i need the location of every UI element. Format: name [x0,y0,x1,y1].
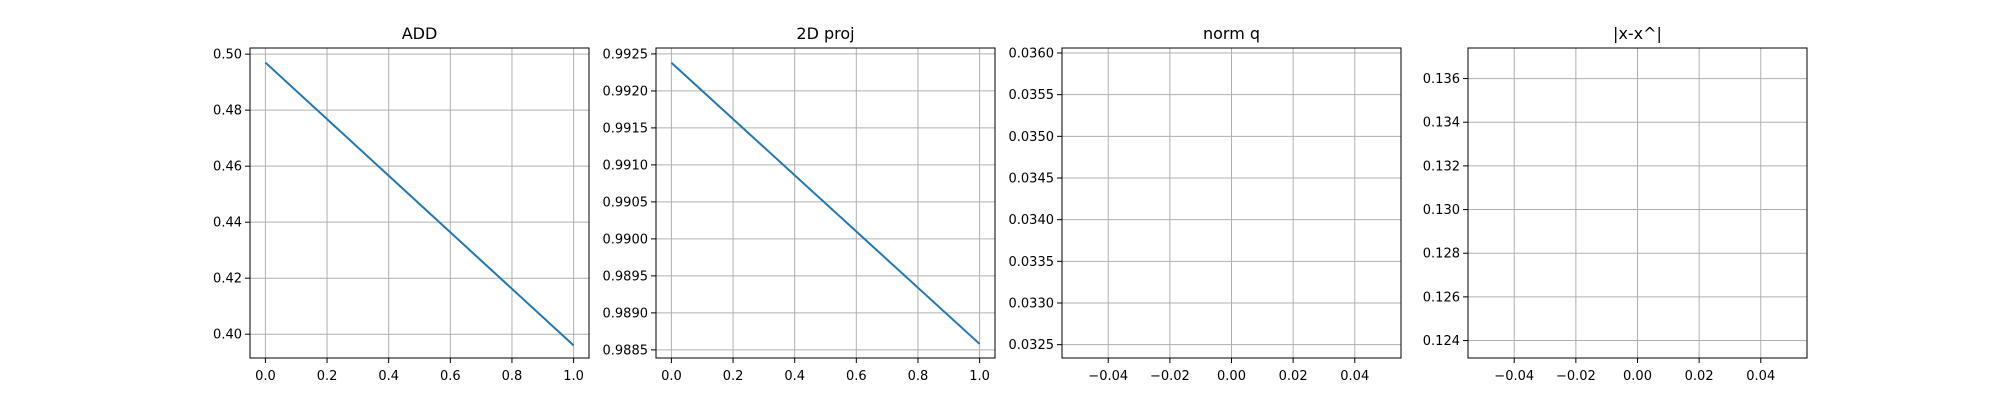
x-tick-label-3: 0.4 [378,369,399,384]
y-tick-label-2: 0.9890 [603,306,649,321]
y-tick-label-4: 0.130 [1423,203,1460,218]
x-tick-label-3: 0.00 [1623,369,1652,384]
series-line-1 [264,61,575,347]
y-tick-label-6: 0.0350 [1009,130,1055,145]
y-tick-label-2: 0.42 [213,272,242,287]
y-tick-label-6: 0.50 [213,48,242,63]
chart-title: norm q [1203,24,1260,43]
x-tick-label-1: 0.0 [661,369,682,384]
x-tick-label-3: 0.00 [1217,369,1246,384]
y-tick-label-7: 0.0355 [1009,88,1055,103]
chart-title: 2D proj [796,24,854,43]
y-tick-label-2: 0.0330 [1009,297,1055,312]
x-tick-label-2: −0.02 [1150,369,1190,384]
axes-frame [655,47,996,359]
x-tick-label-5: 0.04 [1746,369,1775,384]
y-tick-label-6: 0.134 [1423,116,1460,131]
chart-panel-4: −0.04 −0.02 0.00 0.02 0.04 0.124 0.126 0.128 0.1… [1423,24,1808,384]
chart-panel-3: −0.04 −0.02 0.00 0.02 0.04 0.0325 0.0330 0.0335… [1009,24,1402,384]
y-tick-label-5: 0.9905 [603,195,649,210]
x-tick-label-4: 0.6 [440,369,461,384]
y-tick-label-3: 0.44 [213,216,242,231]
y-tick-label-7: 0.136 [1423,72,1460,87]
y-tick-label-1: 0.40 [213,328,242,343]
y-tick-label-8: 0.0360 [1009,47,1055,62]
y-tick-label-9: 0.9925 [603,47,649,62]
y-tick-label-1: 0.124 [1423,334,1460,349]
x-tick-label-1: −0.04 [1088,369,1128,384]
x-tick-label-3: 0.4 [784,369,805,384]
x-tick-label-5: 0.8 [502,369,523,384]
x-tick-label-2: −0.02 [1556,369,1596,384]
y-tick-label-3: 0.128 [1423,247,1460,262]
x-tick-label-2: 0.2 [723,369,744,384]
y-tick-label-7: 0.9915 [603,121,649,136]
x-tick-label-4: 0.6 [846,369,867,384]
chart-title: ADD [402,24,438,43]
x-tick-label-1: 0.0 [255,369,276,384]
y-tick-label-1: 0.0325 [1009,338,1055,353]
y-tick-label-5: 0.48 [213,104,242,119]
x-tick-label-4: 0.02 [1685,369,1714,384]
chart-title: |x-x^| [1613,24,1662,43]
y-tick-label-8: 0.9920 [603,84,649,99]
axes-frame [249,47,590,359]
y-tick-label-3: 0.0335 [1009,255,1055,270]
y-tick-label-5: 0.0345 [1009,172,1055,187]
chart-panel-2: 0.0 0.2 0.4 0.6 0.8 1.0 0.9885 0.9890 0.9895 0.99… [603,24,996,384]
y-tick-label-4: 0.9900 [603,232,649,247]
x-tick-label-5: 0.8 [908,369,929,384]
y-tick-label-6: 0.9910 [603,158,649,173]
y-tick-label-2: 0.126 [1423,290,1460,305]
x-tick-label-4: 0.02 [1279,369,1308,384]
x-tick-label-2: 0.2 [317,369,338,384]
y-tick-label-4: 0.46 [213,160,242,175]
x-tick-label-5: 0.04 [1340,369,1369,384]
x-tick-label-1: −0.04 [1494,369,1534,384]
y-tick-label-1: 0.9885 [603,343,649,358]
y-tick-label-5: 0.132 [1423,159,1460,174]
x-tick-label-6: 1.0 [563,369,584,384]
chart-panel-1: 0.0 0.2 0.4 0.6 0.8 1.0 0.40 0.42 0.44 0.46 0.48 0.… [213,24,590,384]
y-tick-label-4: 0.0340 [1009,213,1055,228]
y-tick-label-3: 0.9895 [603,269,649,284]
x-tick-label-6: 1.0 [969,369,990,384]
series-line-1 [670,62,981,345]
